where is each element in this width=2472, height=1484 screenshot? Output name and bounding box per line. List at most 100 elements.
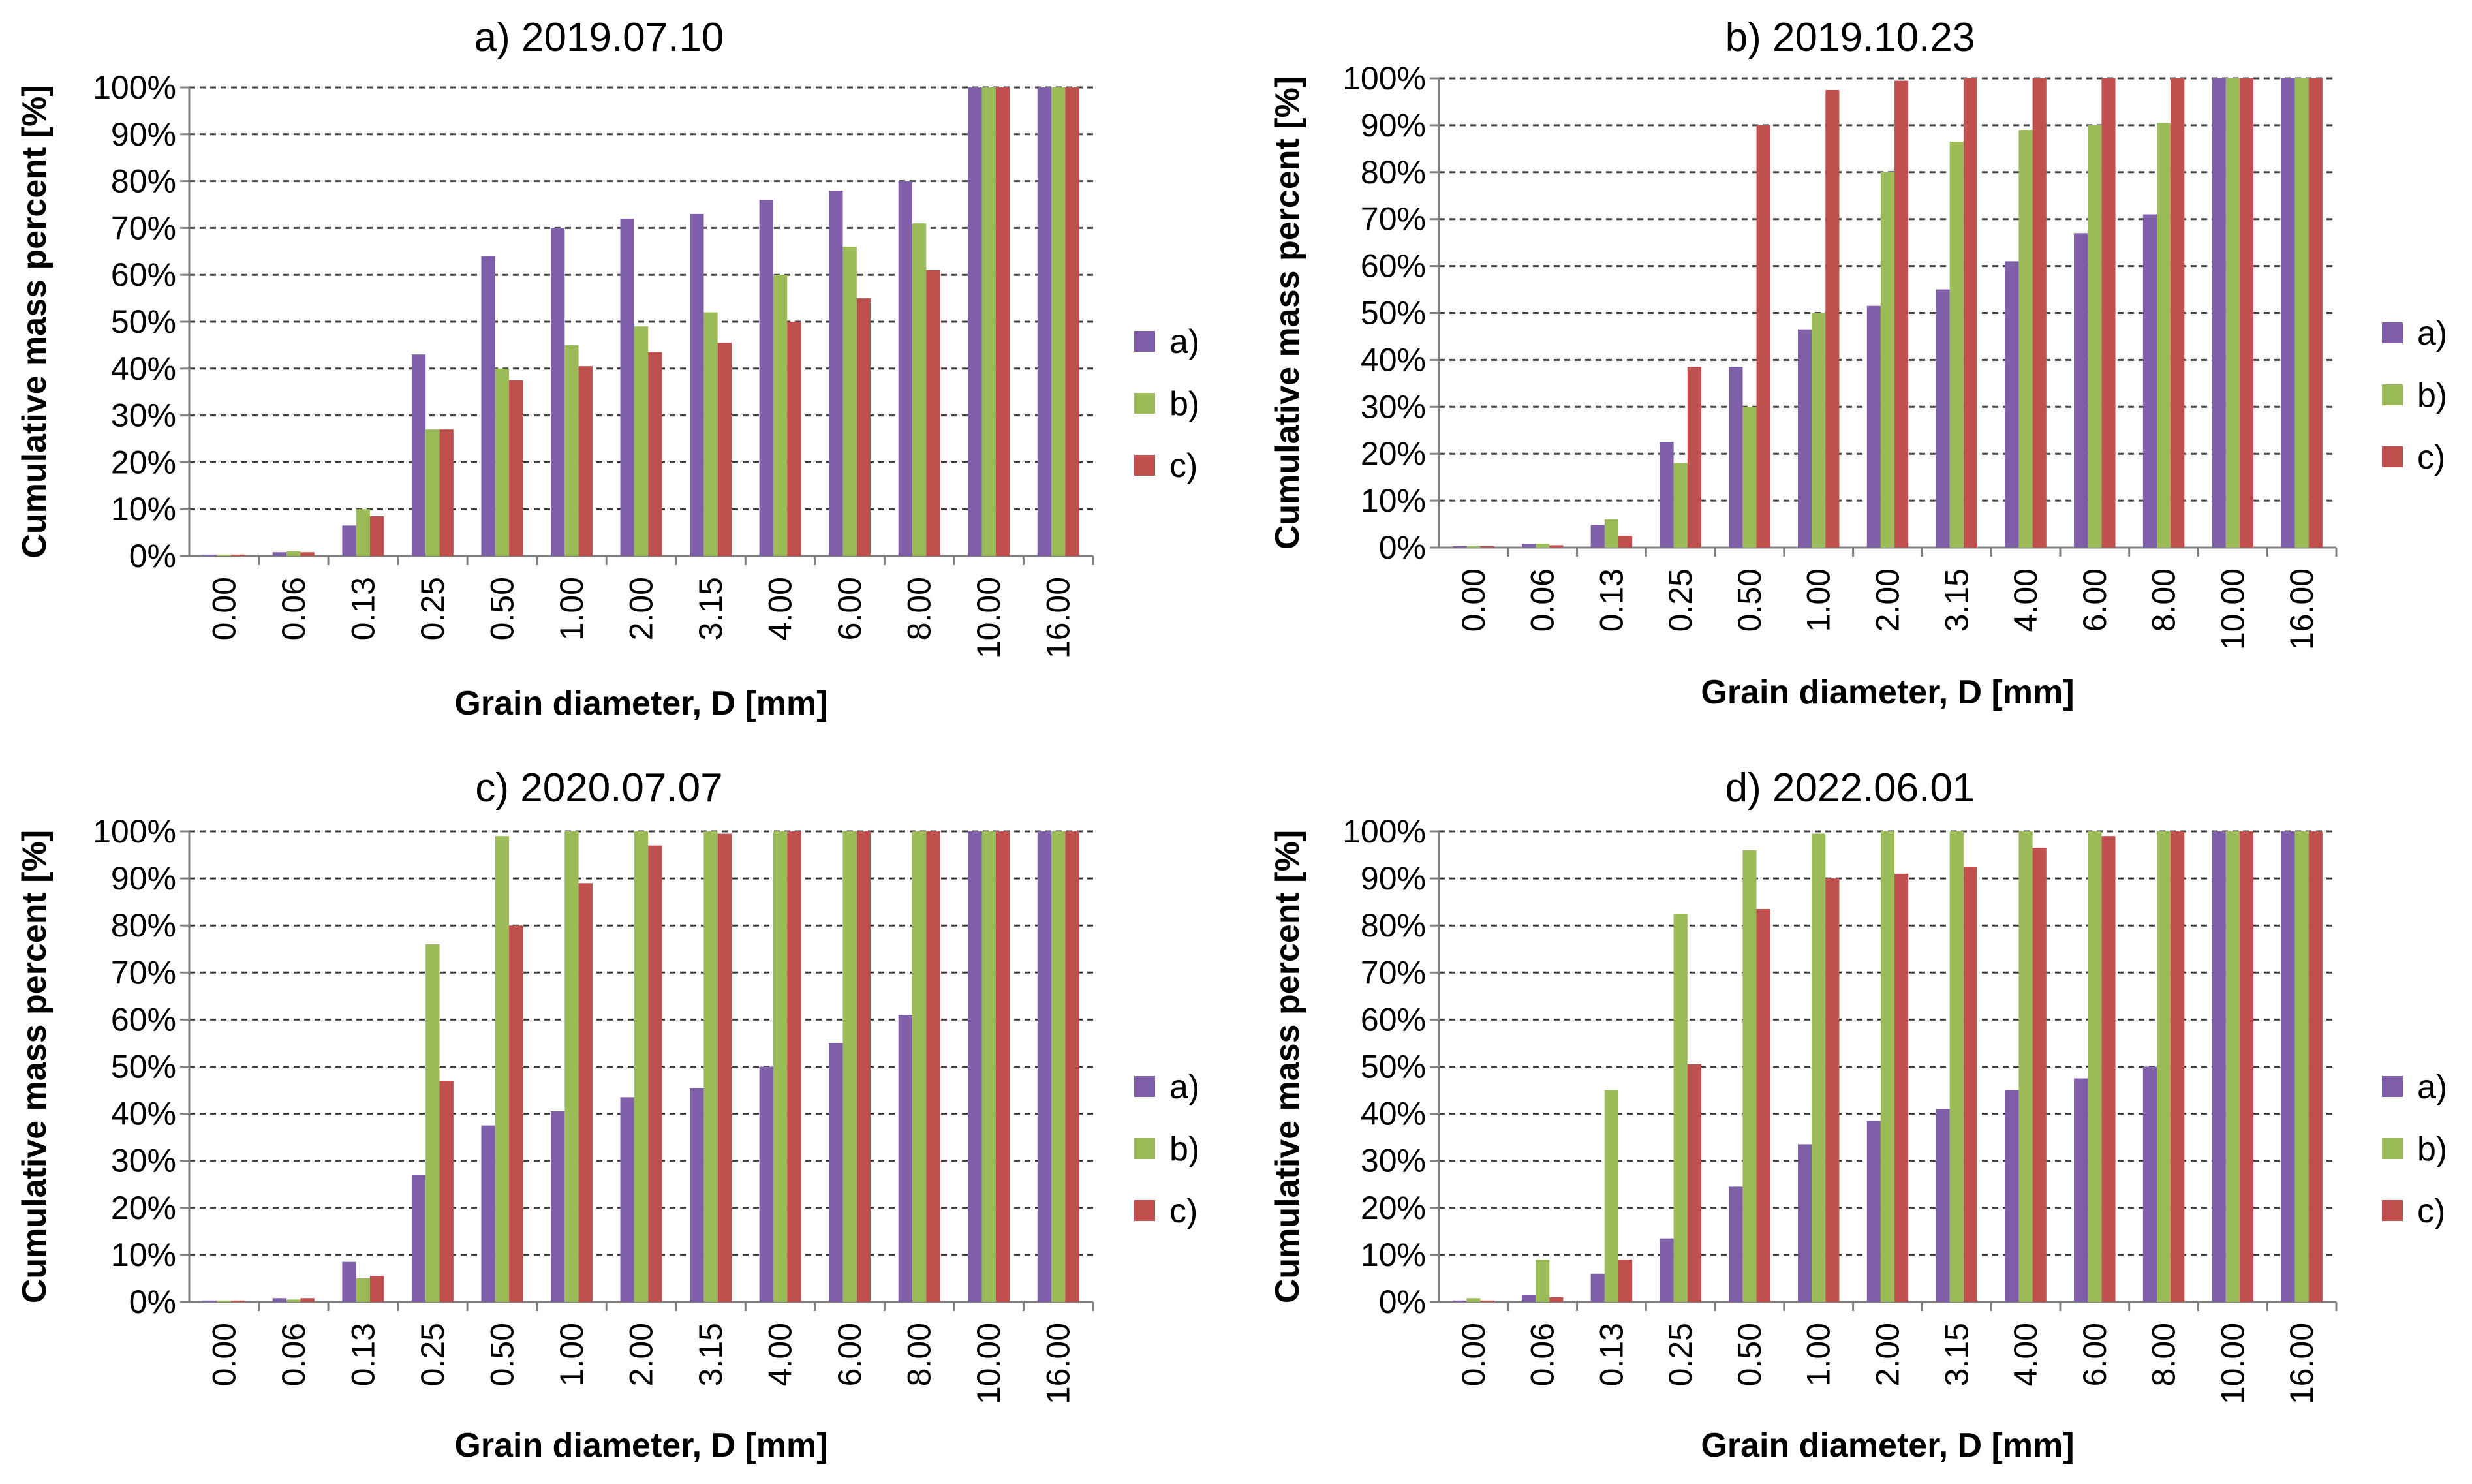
y-tick-label: 90% [111, 860, 176, 897]
x-tick-label: 0.00 [1455, 568, 1492, 632]
bar-c-16.00 [2308, 831, 2323, 1302]
y-tick-label: 30% [111, 1143, 176, 1179]
bar-c-0.25 [1687, 1064, 1701, 1302]
bar-b-4.00 [773, 275, 788, 556]
y-tick-label: 80% [1361, 154, 1426, 191]
y-tick-label: 60% [1361, 1001, 1426, 1038]
bar-a-6.00 [829, 1043, 843, 1302]
bar-b-0.13 [356, 1278, 370, 1302]
bar-a-6.00 [2074, 233, 2088, 548]
x-tick-label: 4.00 [2007, 568, 2044, 632]
bar-c-3.15 [1963, 867, 1977, 1302]
bar-c-0.00 [1480, 546, 1494, 548]
y-tick-label: 30% [111, 397, 176, 434]
bar-b-1.00 [1812, 313, 1826, 548]
y-tick-label: 70% [1361, 201, 1426, 238]
chart-panel-3: c) 2020.07.07 0% 10% 20% 30% 40% 50% 60% 70% 80% 9… [16, 765, 1199, 1464]
bar-c-0.50 [509, 925, 523, 1302]
bar-b-2.00 [634, 831, 649, 1302]
y-tick-label: 100% [1342, 60, 1426, 97]
bar-c-0.50 [509, 380, 523, 556]
bar-a-0.50 [1729, 1186, 1743, 1302]
bar-c-0.06 [300, 1298, 315, 1302]
bar-c-6.00 [856, 298, 871, 556]
x-tick-label: 0.13 [345, 1323, 381, 1386]
y-tick-label: 100% [93, 69, 176, 106]
bar-a-0.00 [1453, 546, 1467, 548]
bar-a-3.15 [1936, 289, 1950, 548]
legend-label: a) [2417, 1068, 2447, 1106]
x-tick-label: 4.00 [2007, 1323, 2044, 1386]
x-tick-label: 8.00 [901, 1323, 938, 1386]
bar-a-0.13 [342, 1261, 356, 1302]
y-tick-label: 60% [1361, 248, 1426, 285]
legend-swatch [1134, 1138, 1155, 1159]
bar-a-0.00 [1453, 1300, 1467, 1302]
x-tick-label: 6.00 [2077, 1323, 2113, 1386]
x-axis-label: Grain diameter, D [mm] [1701, 673, 2074, 711]
x-tick-label: 0.13 [1593, 568, 1630, 632]
bar-b-1.00 [1812, 833, 1826, 1302]
bar-b-4.00 [773, 831, 788, 1302]
bar-b-0.06 [1536, 1260, 1550, 1302]
x-tick-label: 1.00 [553, 1323, 590, 1386]
y-axis-label: Cumulative mass percent [%] [16, 830, 54, 1303]
bar-c-10.00 [995, 831, 1010, 1302]
bar-a-10.00 [968, 87, 982, 556]
y-tick-label: 40% [111, 350, 176, 387]
bar-b-10.00 [981, 87, 996, 556]
x-tick-label: 8.00 [901, 577, 938, 640]
x-tick-label: 10.00 [970, 577, 1007, 658]
bar-c-0.50 [1756, 125, 1770, 548]
bar-b-0.25 [425, 944, 440, 1302]
x-tick-label: 10.00 [2214, 568, 2251, 650]
bar-a-16.00 [1037, 87, 1052, 556]
x-tick-label: 0.06 [1524, 568, 1561, 632]
bar-c-2.00 [648, 845, 662, 1302]
bar-a-1.00 [551, 1111, 565, 1302]
bar-a-4.00 [2005, 261, 2019, 548]
y-tick-label: 90% [1361, 107, 1426, 144]
bar-a-8.00 [898, 1015, 912, 1302]
bar-a-0.13 [342, 525, 356, 556]
bar-b-6.00 [2088, 831, 2102, 1302]
x-tick-label: 0.13 [345, 577, 381, 640]
bar-c-10.00 [2239, 78, 2254, 548]
legend-swatch [1134, 393, 1155, 414]
legend-swatch [2382, 1138, 2403, 1159]
bar-b-0.50 [495, 836, 510, 1302]
bar-c-8.00 [926, 270, 940, 556]
bar-b-2.00 [634, 326, 649, 556]
bar-a-0.25 [1660, 442, 1674, 548]
bar-c-4.00 [787, 322, 801, 556]
y-tick-label: 10% [1361, 482, 1426, 519]
legend-label: b) [2417, 377, 2447, 414]
legend-swatch [2382, 322, 2403, 343]
bar-c-10.00 [995, 87, 1010, 556]
bar-b-0.06 [286, 551, 301, 556]
x-tick-label: 0.13 [1593, 1323, 1630, 1386]
legend-label: b) [1169, 1130, 1199, 1168]
bar-c-16.00 [1065, 831, 1079, 1302]
legend-label: c) [2417, 1192, 2445, 1230]
bar-b-0.00 [1466, 1298, 1481, 1302]
x-tick-label: 0.25 [1662, 568, 1699, 632]
bar-a-16.00 [2281, 831, 2295, 1302]
bar-c-0.00 [230, 554, 245, 556]
bar-a-3.15 [690, 1087, 704, 1302]
bar-b-10.00 [2225, 78, 2240, 548]
bar-c-0.13 [370, 1276, 384, 1302]
bar-a-2.00 [620, 1097, 634, 1302]
bar-a-16.00 [1037, 831, 1052, 1302]
x-tick-label: 0.25 [414, 577, 451, 640]
bar-c-8.00 [2171, 831, 2185, 1302]
x-tick-label: 8.00 [2146, 1323, 2182, 1386]
bar-a-0.06 [1521, 1295, 1536, 1302]
bar-c-0.13 [370, 516, 384, 556]
x-axis-label: Grain diameter, D [mm] [454, 1427, 827, 1464]
x-tick-label: 0.25 [1662, 1323, 1699, 1386]
bar-b-0.13 [1604, 519, 1618, 548]
bar-b-8.00 [2157, 831, 2171, 1302]
chart-panel-4: d) 2022.06.01 0% 10% 20% 30% 40% 50% 60% 70% 80% 9… [1269, 765, 2447, 1464]
bar-c-6.00 [2101, 836, 2116, 1302]
